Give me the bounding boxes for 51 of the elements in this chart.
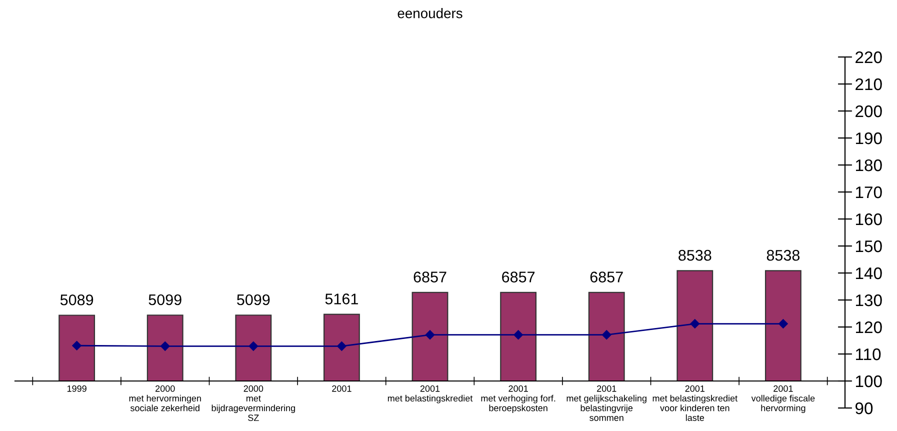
y-tick-label: 190 [856,132,882,144]
x-tick-label: 2001 [332,385,352,392]
x-tick-label: 1999 [67,385,86,392]
point [72,341,82,350]
bar [412,292,448,382]
y-tick-label: 210 [856,78,882,90]
point [514,330,523,340]
point [602,330,612,340]
data-label: 5099 [237,294,270,306]
y-tick-label: 180 [856,159,882,172]
bar [58,314,96,382]
point [690,319,700,328]
y-tick-label: 200 [856,105,882,118]
bar [235,314,272,382]
data-label: 8538 [678,250,712,261]
bar [588,292,625,382]
y-tick-label: 100 [856,375,882,388]
x-tick-label: 2000 met bijdragevermindering SZ [212,385,295,421]
point [425,330,435,340]
y-tick-label: 90 [856,402,873,414]
point [248,342,258,351]
x-tick-label: 2001 met belastingskrediet voor kinderen ten laste [652,385,738,421]
data-label: 5099 [148,294,182,306]
data-label: 5089 [60,294,94,306]
data-label: 6857 [502,272,535,282]
point [337,342,346,351]
point [778,319,788,328]
x-tick-label: 2001 met gelijkschakeling belastingvrije sommen [566,385,646,421]
x-tick-label: 2001 met belastingskrediet [388,385,473,404]
x-tick-label: 2001 volledige fiscale hervorming [751,385,815,414]
y-tick-label: 160 [856,213,882,226]
y-tick-label: 220 [856,51,882,64]
point [160,342,170,351]
y-tick-label: 150 [856,240,882,252]
y-tick-label: 140 [856,267,882,280]
y-tick-label: 130 [856,294,882,306]
y-tick-label: 120 [856,321,882,334]
chart-title: eenouders [398,8,462,18]
y-tick-label: 110 [856,348,881,360]
data-label: 6857 [590,272,623,282]
data-label: 5161 [325,294,358,304]
bar [500,292,537,382]
bar [323,314,360,382]
bar [676,270,714,382]
x-tick-label: 2001 met verhoging forf. beroepskosten [481,385,556,414]
y-tick-label: 170 [856,186,882,198]
data-label: 6857 [414,272,446,282]
data-label: 8538 [766,250,800,261]
bar [146,314,184,382]
bar [764,270,802,382]
x-tick-label: 2000 met hervormingen sociale zekerheid [129,385,201,412]
